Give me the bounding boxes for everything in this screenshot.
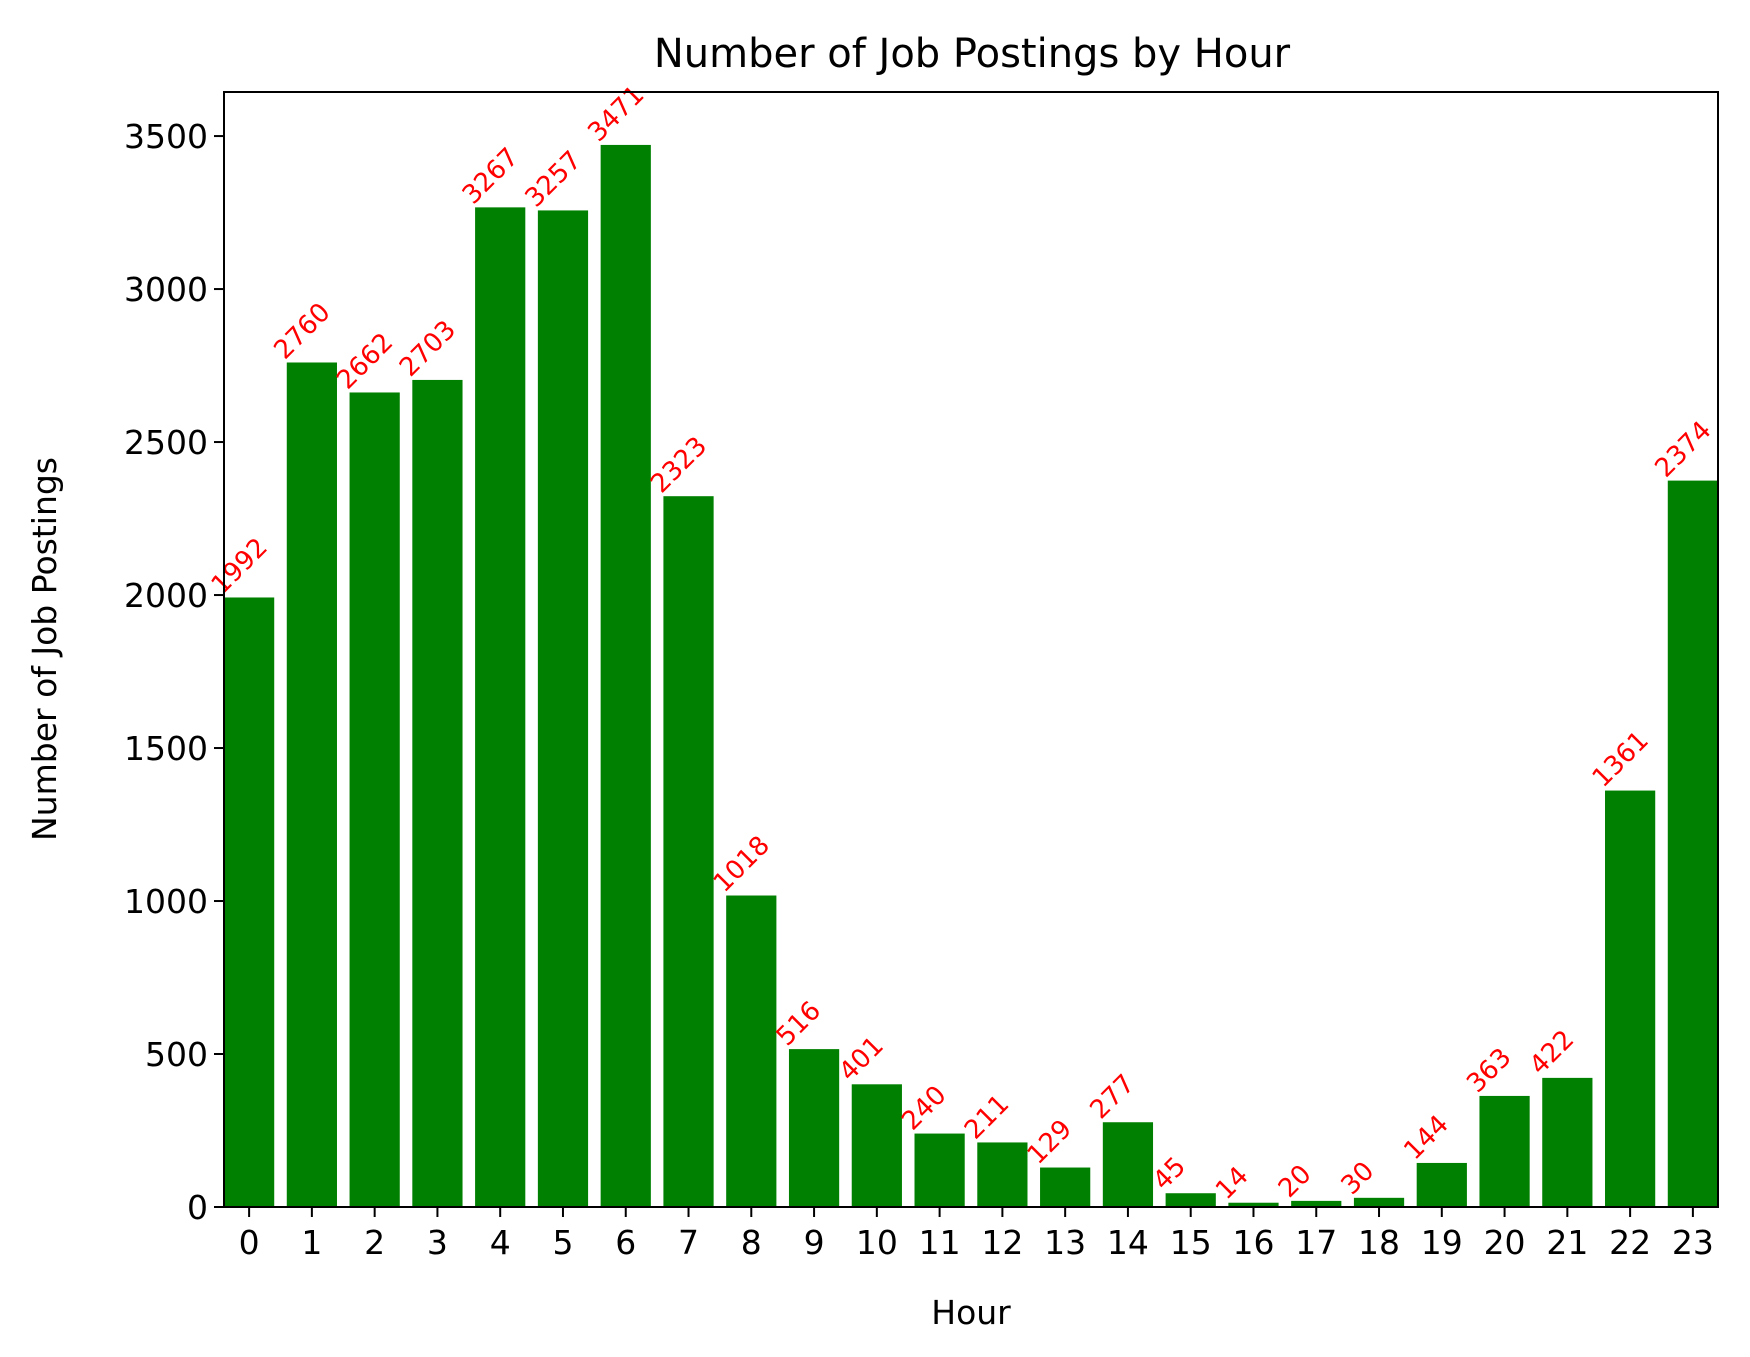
y-tick-label: 3500	[124, 117, 208, 156]
bar-hour-10	[851, 1084, 902, 1207]
y-tick-label: 1500	[124, 729, 208, 768]
x-tick-label: 11	[919, 1223, 961, 1262]
x-tick-label: 12	[981, 1223, 1023, 1262]
chart-title: Number of Job Postings by Hour	[654, 31, 1291, 77]
y-tick-label: 500	[145, 1035, 208, 1074]
x-tick-label: 1	[301, 1223, 322, 1262]
x-tick-label: 19	[1421, 1223, 1463, 1262]
bar-hour-5	[537, 210, 589, 1208]
x-axis-label: Hour	[931, 1293, 1011, 1332]
x-tick-label: 9	[804, 1223, 825, 1262]
x-tick-label: 5	[552, 1223, 573, 1262]
x-tick-label: 21	[1546, 1223, 1588, 1262]
x-tick-label: 2	[364, 1223, 385, 1262]
x-tick-label: 3	[427, 1223, 448, 1262]
y-tick-label: 3000	[124, 270, 208, 309]
bar-hour-14	[1102, 1122, 1154, 1207]
x-tick-label: 4	[490, 1223, 511, 1262]
x-tick-label: 10	[856, 1223, 898, 1262]
x-tick-label: 18	[1358, 1223, 1400, 1262]
bar-hour-8	[726, 895, 777, 1207]
bar-hour-4	[475, 207, 526, 1208]
bar-hour-17	[1291, 1200, 1342, 1207]
bar-hour-22	[1605, 790, 1656, 1207]
bar-hour-3	[412, 379, 463, 1207]
x-tick-label: 14	[1107, 1223, 1149, 1262]
x-tick-label: 23	[1672, 1223, 1714, 1262]
bar-hour-11	[914, 1133, 965, 1207]
x-axis-ticks: 0 1 2 3 4 5 6 7 8 9 10 11 12 13 14 15 16 17 18 19 20 21 22 23	[239, 1207, 1714, 1262]
bar-hour-15	[1165, 1193, 1216, 1207]
bar-hour-20	[1479, 1095, 1530, 1207]
y-axis-label: Number of Job Postings	[25, 457, 64, 841]
bar-hour-9	[788, 1049, 840, 1207]
x-tick-label: 17	[1295, 1223, 1337, 1262]
bar-hour-7	[663, 496, 714, 1207]
y-tick-label: 1000	[124, 882, 208, 921]
bar-hour-18	[1353, 1197, 1405, 1207]
bar-hour-21	[1542, 1077, 1593, 1207]
bar-hour-6	[600, 144, 651, 1208]
x-tick-label: 22	[1609, 1223, 1651, 1262]
plot-frame	[223, 91, 1719, 1208]
bar-hour-13	[1040, 1167, 1091, 1207]
y-axis-ticks: 0 500 1000 1500 2000 2500 3000 3500	[124, 117, 224, 1227]
x-tick-label: 20	[1484, 1223, 1526, 1262]
bars-group	[224, 144, 1718, 1208]
x-tick-label: 15	[1170, 1223, 1212, 1262]
x-tick-label: 6	[615, 1223, 636, 1262]
bar-hour-1	[286, 362, 337, 1207]
bar-hour-23	[1667, 480, 1718, 1208]
y-tick-label: 0	[187, 1188, 208, 1227]
y-tick-label: 2000	[124, 576, 208, 615]
bar-hour-0	[224, 597, 275, 1207]
x-tick-label: 7	[678, 1223, 699, 1262]
bar-hour-2	[349, 392, 400, 1208]
bar-hour-12	[977, 1142, 1028, 1207]
bar-hour-19	[1416, 1162, 1467, 1207]
x-tick-label: 16	[1232, 1223, 1274, 1262]
x-tick-label: 0	[239, 1223, 260, 1262]
x-tick-label: 13	[1044, 1223, 1086, 1262]
x-tick-label: 8	[741, 1223, 762, 1262]
bar-hour-16	[1228, 1202, 1279, 1207]
y-tick-label: 2500	[124, 423, 208, 462]
